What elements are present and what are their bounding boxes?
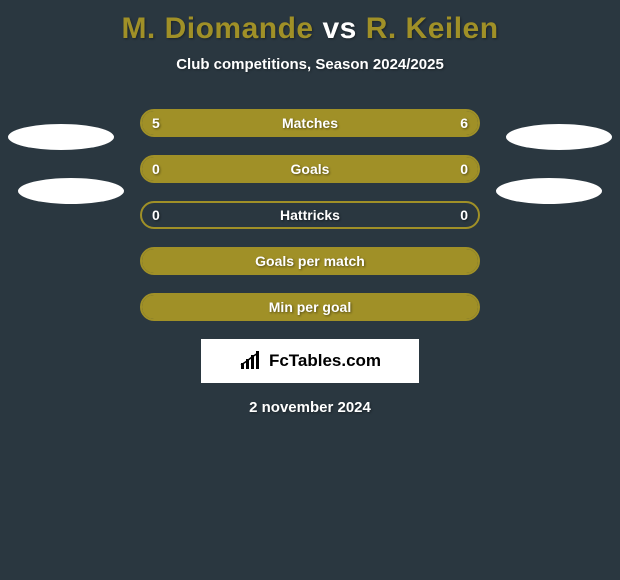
stat-right-value: 0 (460, 161, 468, 177)
player2-name: R. Keilen (366, 12, 499, 45)
stat-row-4: Min per goal (140, 293, 480, 321)
logo-text: FcTables.com (269, 351, 381, 371)
stat-right-value: 0 (460, 207, 468, 223)
stat-row-2: Hattricks0 0 (140, 201, 480, 229)
stat-row-3: Goals per match (140, 247, 480, 275)
stat-label: Matches (142, 115, 478, 131)
ellipse-2 (18, 178, 124, 204)
vs-text: vs (322, 12, 356, 45)
stat-left-value: 0 (152, 207, 160, 223)
stat-left-value: 0 (152, 161, 160, 177)
stat-label: Goals per match (142, 253, 478, 269)
subtitle: Club competitions, Season 2024/2025 (0, 56, 620, 73)
stat-left-value: 5 (152, 115, 160, 131)
logo-box: FcTables.com (201, 339, 419, 383)
stat-label: Min per goal (142, 299, 478, 315)
ellipse-3 (506, 124, 612, 150)
ellipse-4 (496, 178, 602, 204)
stat-label: Goals (142, 161, 478, 177)
stat-row-1: Goals0 0 (140, 155, 480, 183)
page-title: M. Diomande vs R. Keilen (0, 0, 620, 46)
player1-name: M. Diomande (121, 12, 313, 45)
stat-label: Hattricks (142, 207, 478, 223)
date-text: 2 november 2024 (0, 399, 620, 416)
stat-right-value: 6 (460, 115, 468, 131)
stat-row-0: Matches5 6 (140, 109, 480, 137)
barchart-icon (239, 351, 263, 371)
ellipse-1 (8, 124, 114, 150)
